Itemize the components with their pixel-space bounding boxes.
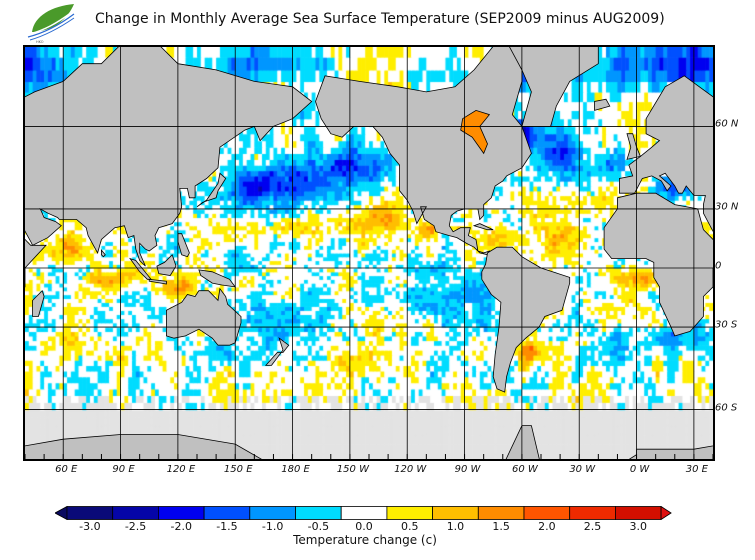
landmass-iceland [594, 98, 611, 111]
colorbar-bin [158, 506, 205, 520]
colorbar-under-arrow [55, 506, 68, 520]
colorbar-tick-label: 3.0 [629, 520, 648, 533]
colorbar-title: Temperature change (c) [293, 533, 437, 547]
sst-map [23, 45, 715, 461]
logo-text: HKO [36, 40, 44, 44]
landmass-madagascar [32, 289, 45, 317]
colorbar-bin [432, 506, 479, 520]
colorbar-bin [203, 506, 251, 520]
landmass-australia [165, 287, 242, 346]
colorbar-bin [523, 506, 571, 520]
latitude-label: 0 [715, 260, 722, 272]
longitude-label: 120 E [166, 464, 196, 475]
colorbar-bin [66, 506, 114, 520]
colorbar-bin [295, 506, 342, 520]
landmass-eurasia [619, 75, 713, 232]
landmass-antarctica [636, 445, 713, 459]
longitude-label: 150 E [223, 464, 253, 475]
observatory-logo: HKO [27, 4, 75, 44]
landmass-sri-lanka [101, 248, 106, 258]
colorbar-tick-label: -0.5 [307, 520, 330, 533]
longitude-label: 180 E [281, 464, 310, 475]
latitude-label: 60 N [715, 118, 739, 130]
landmass-japan [196, 172, 227, 208]
longitude-label: 60 W [511, 464, 538, 475]
landmass-antarctica [25, 425, 637, 459]
colorbar-tick-label: 0.0 [355, 520, 373, 533]
longitude-label: 0 W [629, 464, 650, 475]
landmass-new-guinea [198, 269, 237, 288]
colorbar-over-arrow [660, 506, 672, 520]
colorbar-bin [249, 506, 296, 520]
colorbar-bin [112, 506, 159, 520]
longitude-label: 30 E [685, 464, 708, 475]
landmass-cuba [472, 223, 494, 231]
colorbar-tick-label: -3.0 [79, 520, 101, 533]
colorbar-tick-label: 2.5 [583, 520, 602, 533]
longitude-label: 60 E [55, 464, 78, 475]
colorbar-bin [386, 506, 433, 520]
colorbar-tick-label: 1.5 [492, 520, 510, 533]
colorbar-tick-label: 0.5 [401, 520, 419, 533]
longitude-label: 150 W [336, 464, 369, 475]
landmass-java [148, 278, 167, 285]
latitude-label: 60 S [715, 402, 738, 414]
landmass-great-britain [626, 133, 641, 160]
longitude-label: 90 W [454, 464, 481, 475]
landmass-eurasia [25, 47, 313, 267]
landmass-philippines [177, 233, 190, 258]
colorbar [55, 506, 672, 520]
landmass-africa [603, 192, 713, 337]
landmass-new-zealand [264, 337, 290, 366]
landmass-greenland [509, 47, 599, 127]
latitude-label: 30 N [715, 201, 739, 213]
longitude-label: 30 W [569, 464, 596, 475]
colorbar-bin [615, 506, 662, 520]
colorbar-tick-label: -1.0 [261, 520, 284, 533]
colorbar-bin [477, 506, 525, 520]
landmass-north-america [315, 47, 532, 256]
landmass-africa [25, 238, 47, 288]
latitude-label: 30 S [715, 319, 738, 331]
colorbar-bin [569, 506, 616, 520]
colorbar-tick-label: 1.0 [446, 520, 465, 533]
land-and-grid-layer [25, 47, 713, 459]
longitude-label: 90 E [112, 464, 135, 475]
colorbar-tick-label: -1.5 [216, 520, 238, 533]
colorbar-tick-label: -2.5 [124, 520, 147, 533]
colorbar-tick-label: -2.0 [170, 520, 192, 533]
landmass-borneo [156, 254, 177, 276]
chart-title: Change in Monthly Average Sea Surface Te… [95, 11, 665, 27]
landmass-south-america [481, 246, 571, 393]
longitude-label: 120 W [394, 464, 427, 475]
colorbar-bin [340, 506, 388, 520]
colorbar-tick-label: 2.0 [538, 520, 556, 533]
